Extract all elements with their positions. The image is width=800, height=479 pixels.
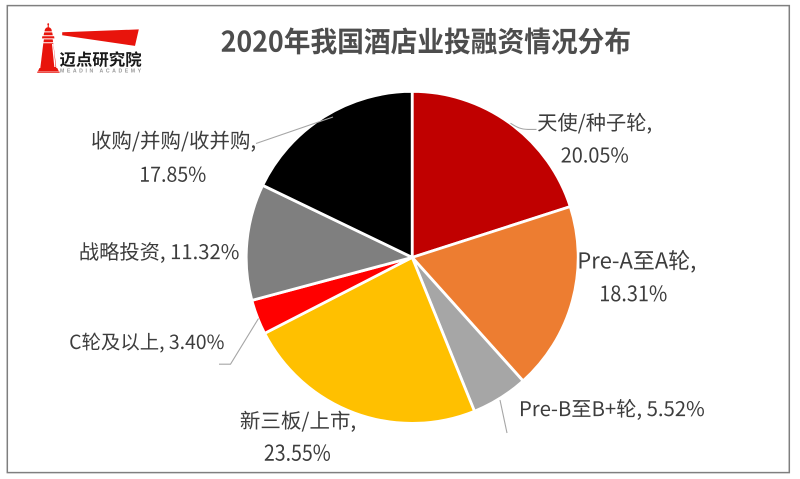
svg-text:MEADIN ACADEMY: MEADIN ACADEMY: [60, 69, 144, 75]
